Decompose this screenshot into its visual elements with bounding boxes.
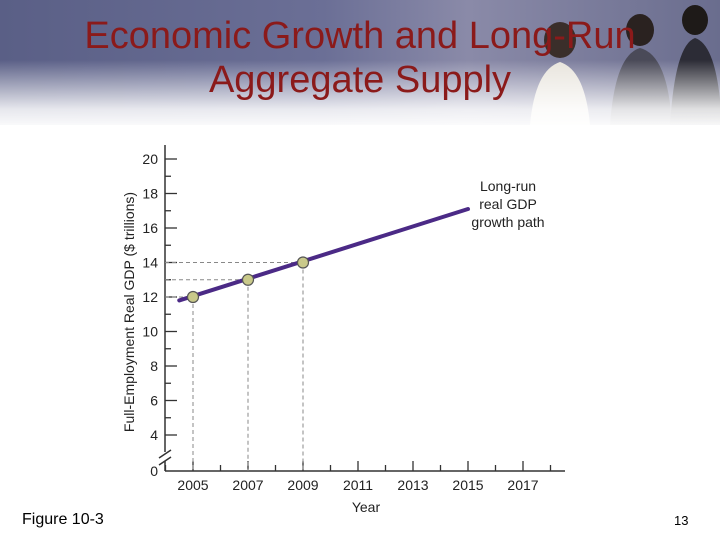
y-tick-label: 12 [142, 289, 158, 305]
data-point [296, 256, 310, 269]
chart-labels: 0 4 6 8 10 12 14 16 18 20 2005 2007 2009 2011 2013 2015… [121, 151, 545, 515]
x-tick-label: 2009 [287, 477, 318, 493]
figure-label: Figure 10-3 [22, 511, 104, 528]
x-tick-label: 2015 [452, 477, 483, 493]
y-tick-label: 14 [142, 255, 158, 271]
title-banner [0, 0, 720, 125]
series-label: real GDP [479, 196, 537, 212]
series-label: growth path [471, 214, 544, 230]
x-tick-label: 2007 [232, 477, 263, 493]
x-tick-label: 2005 [177, 477, 208, 493]
data-point [241, 273, 255, 286]
title-line-1: Economic Growth and Long-Run [84, 15, 636, 57]
y-axis-title: Full-Employment Real GDP ($ trillions) [121, 192, 137, 432]
x-tick-label: 2013 [397, 477, 428, 493]
y-tick-label: 0 [150, 463, 158, 479]
x-tick-label: 2011 [343, 477, 373, 493]
series-layer [177, 207, 470, 304]
slide-title: Economic Growth and Long-Run Aggregate S… [30, 14, 690, 102]
y-tick-label: 8 [150, 358, 158, 374]
y-tick-label: 16 [142, 220, 158, 236]
x-tick-label: 2017 [507, 477, 538, 493]
page-number: 13 [674, 513, 689, 528]
y-axis-break-mark [158, 449, 172, 466]
y-tick-label: 6 [150, 393, 158, 409]
data-point [186, 290, 200, 304]
y-tick-label: 20 [142, 151, 158, 167]
growth-path-line [177, 207, 470, 303]
y-tick-label: 10 [142, 324, 158, 340]
y-tick-label: 18 [142, 186, 158, 202]
guide-lines [165, 262, 304, 471]
y-tick-label: 4 [150, 427, 158, 443]
series-label: Long-run [480, 178, 536, 194]
x-axis-title: Year [352, 499, 381, 515]
title-line-2: Aggregate Supply [208, 59, 512, 101]
